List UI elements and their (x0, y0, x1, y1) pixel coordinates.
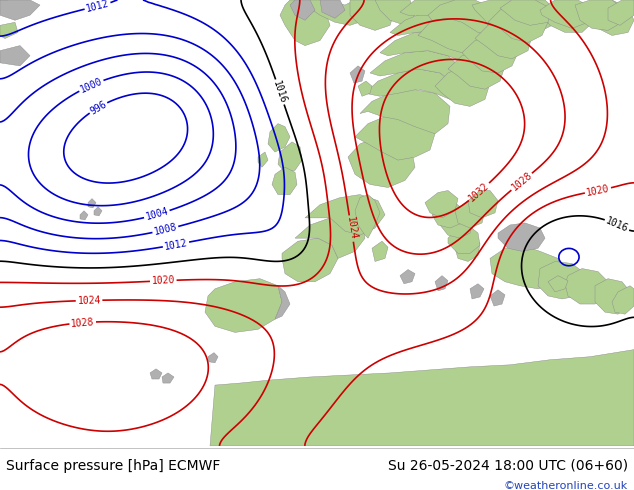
Text: 1020: 1020 (152, 275, 175, 286)
Polygon shape (538, 262, 588, 299)
Polygon shape (490, 245, 562, 289)
Polygon shape (468, 191, 498, 218)
Polygon shape (498, 223, 545, 251)
Polygon shape (258, 152, 268, 167)
Polygon shape (488, 5, 548, 43)
Polygon shape (272, 167, 297, 195)
Polygon shape (380, 30, 472, 63)
Polygon shape (612, 286, 634, 314)
Polygon shape (372, 241, 388, 262)
Polygon shape (365, 69, 455, 99)
Polygon shape (350, 0, 395, 30)
Polygon shape (282, 238, 338, 282)
Text: 1016: 1016 (604, 216, 630, 234)
Polygon shape (305, 195, 385, 235)
Polygon shape (355, 195, 380, 238)
Text: 1012: 1012 (164, 238, 188, 251)
Polygon shape (88, 198, 96, 208)
Polygon shape (475, 20, 532, 59)
Polygon shape (205, 279, 282, 332)
Polygon shape (435, 276, 448, 291)
Polygon shape (470, 284, 484, 299)
Polygon shape (280, 0, 330, 46)
Polygon shape (618, 0, 634, 18)
Polygon shape (595, 279, 632, 314)
Polygon shape (80, 211, 88, 220)
Polygon shape (418, 15, 482, 53)
Polygon shape (355, 114, 435, 160)
Polygon shape (375, 0, 415, 25)
Polygon shape (320, 0, 345, 18)
Text: Su 26-05-2024 18:00 UTC (06+60): Su 26-05-2024 18:00 UTC (06+60) (387, 459, 628, 473)
Polygon shape (208, 353, 218, 363)
Polygon shape (440, 213, 472, 238)
Text: 1008: 1008 (153, 222, 178, 237)
Polygon shape (305, 0, 375, 25)
Polygon shape (400, 0, 495, 32)
Polygon shape (575, 0, 625, 30)
Text: 1012: 1012 (85, 0, 110, 14)
Polygon shape (94, 207, 102, 216)
Polygon shape (432, 203, 465, 228)
Polygon shape (428, 0, 498, 35)
Polygon shape (435, 66, 490, 106)
Polygon shape (358, 81, 372, 96)
Text: 1028: 1028 (70, 317, 95, 328)
Polygon shape (608, 0, 634, 25)
Text: 1000: 1000 (79, 76, 104, 95)
Polygon shape (548, 276, 568, 292)
Polygon shape (278, 142, 302, 172)
Polygon shape (448, 50, 505, 89)
Polygon shape (542, 0, 595, 32)
Polygon shape (162, 373, 174, 383)
Polygon shape (540, 0, 592, 28)
Polygon shape (275, 286, 290, 319)
Polygon shape (455, 235, 480, 262)
Polygon shape (0, 0, 40, 20)
Text: 1028: 1028 (509, 171, 534, 193)
Polygon shape (268, 123, 290, 152)
Polygon shape (295, 215, 365, 258)
Polygon shape (360, 89, 450, 134)
Text: 1016: 1016 (271, 79, 288, 105)
Text: 1032: 1032 (467, 180, 491, 203)
Polygon shape (565, 269, 610, 304)
Polygon shape (448, 225, 480, 253)
Text: 1020: 1020 (585, 183, 611, 197)
Text: ©weatheronline.co.uk: ©weatheronline.co.uk (503, 482, 628, 490)
Polygon shape (462, 35, 518, 73)
Text: 1024: 1024 (77, 295, 101, 306)
Polygon shape (0, 46, 30, 66)
Polygon shape (400, 270, 415, 284)
Polygon shape (508, 0, 558, 32)
Polygon shape (150, 369, 162, 379)
Polygon shape (350, 66, 365, 83)
Text: 1004: 1004 (145, 206, 169, 222)
Polygon shape (290, 0, 315, 20)
Polygon shape (370, 50, 462, 83)
Text: Surface pressure [hPa] ECMWF: Surface pressure [hPa] ECMWF (6, 459, 221, 473)
Polygon shape (490, 290, 505, 306)
Polygon shape (472, 0, 525, 35)
Polygon shape (348, 137, 415, 188)
Text: 996: 996 (88, 99, 108, 116)
Polygon shape (425, 191, 458, 218)
Polygon shape (0, 22, 18, 39)
Text: 1024: 1024 (345, 216, 358, 241)
Polygon shape (210, 350, 634, 446)
Polygon shape (578, 0, 634, 35)
Polygon shape (455, 201, 485, 228)
Polygon shape (500, 0, 550, 25)
Polygon shape (390, 10, 482, 43)
